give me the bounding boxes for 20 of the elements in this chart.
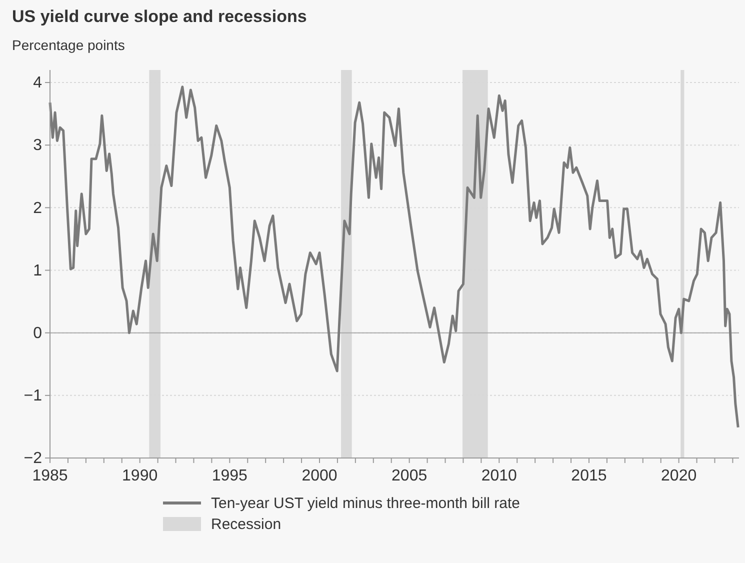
y-tick-label: 2	[33, 200, 42, 217]
x-tick-label: 2015	[571, 467, 607, 484]
legend-label: Recession	[211, 516, 282, 533]
line-series	[48, 86, 740, 429]
x-tick-label: 2020	[661, 467, 697, 484]
x-tick-label: 2005	[392, 467, 428, 484]
x-tick-label: 2010	[481, 467, 518, 484]
chart-title: US yield curve slope and recessions	[12, 7, 307, 26]
y-tick-label: −1	[24, 388, 42, 405]
chart-subtitle: Percentage points	[12, 37, 125, 53]
x-tick-label: 1995	[212, 467, 248, 484]
x-tick-label: 1990	[122, 467, 158, 484]
y-tick-label: 0	[33, 324, 42, 342]
y-tick-label: 4	[33, 74, 42, 92]
legend-label: Ten-year UST yield minus three-month bill rate	[211, 495, 520, 512]
y-tick-label: 3	[33, 137, 42, 154]
y-tick-label: 1	[33, 262, 42, 280]
x-tick-label: 1985	[32, 467, 68, 484]
x-tick-label: 2000	[302, 467, 338, 484]
y-tick-label: −2	[24, 450, 42, 468]
